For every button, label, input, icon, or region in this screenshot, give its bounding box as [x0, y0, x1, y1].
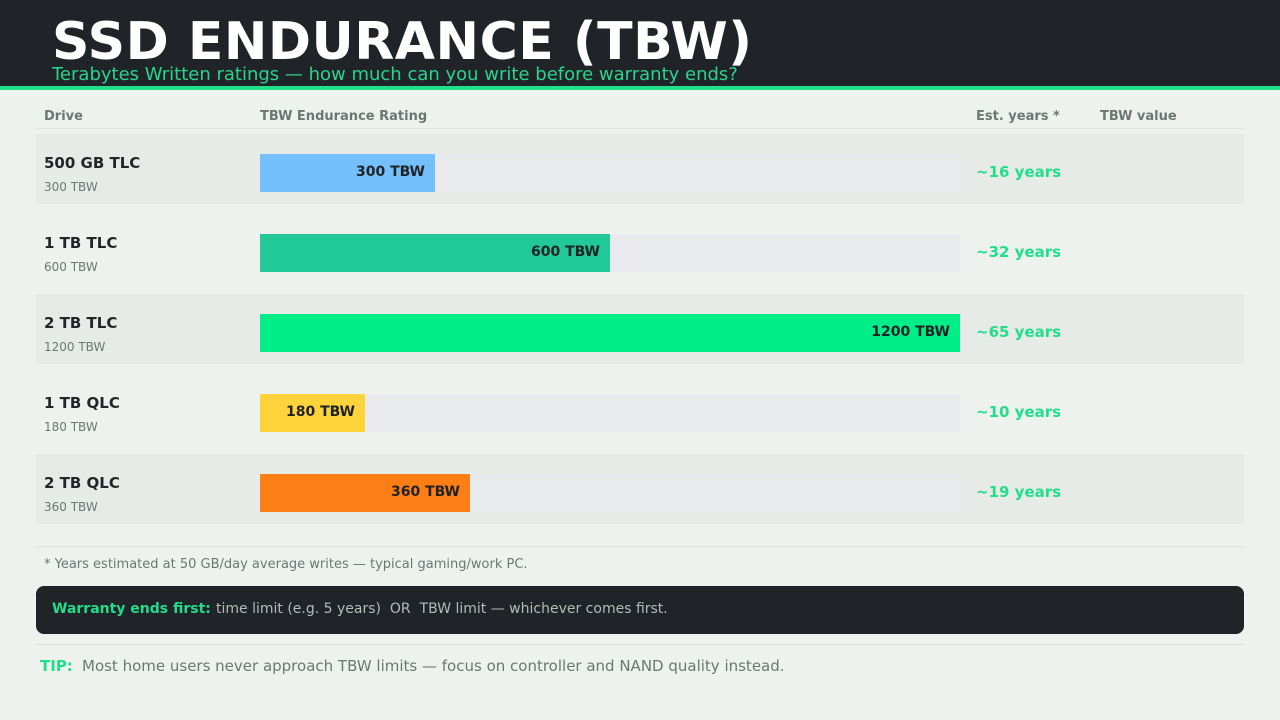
drive-name: 1 TB QLC: [44, 394, 120, 412]
chart-row: 500 GB TLC 300 TBW 300 TBW ~16 years: [36, 134, 1244, 214]
years-estimate: ~65 years: [976, 323, 1062, 341]
chart-row: 2 TB TLC 1200 TBW 1200 TBW ~65 years: [36, 294, 1244, 374]
drive-tbw-sublabel: 600 TBW: [44, 260, 98, 274]
header-divider: [36, 128, 1244, 129]
drive-tbw-sublabel: 1200 TBW: [44, 340, 106, 354]
chart-row: 1 TB QLC 180 TBW 180 TBW ~10 years: [36, 374, 1244, 454]
bar-track: 300 TBW: [260, 154, 960, 192]
bar-track: 1200 TBW: [260, 314, 960, 352]
bar-value-label: 600 TBW: [531, 244, 600, 260]
header-accent-rule: [0, 86, 1280, 90]
bar: 360 TBW: [260, 474, 470, 512]
chart-row: 1 TB TLC 600 TBW 600 TBW ~32 years: [36, 214, 1244, 294]
bar: 180 TBW: [260, 394, 365, 432]
bar-track: 180 TBW: [260, 394, 960, 432]
column-header-years: Est. years *: [976, 109, 1060, 124]
bar-value-label: 1200 TBW: [871, 324, 950, 340]
years-estimate: ~10 years: [976, 403, 1062, 421]
drive-name: 1 TB TLC: [44, 234, 118, 252]
column-header-rating: TBW Endurance Rating: [260, 109, 428, 124]
footer-divider: [36, 546, 1244, 547]
years-estimate: ~19 years: [976, 483, 1062, 501]
drive-name: 500 GB TLC: [44, 154, 141, 172]
bar: 600 TBW: [260, 234, 610, 272]
tip-text: Most home users never approach TBW limit…: [82, 657, 785, 675]
drive-name: 2 TB TLC: [44, 314, 118, 332]
column-header-value: TBW value: [1100, 109, 1177, 124]
tip-divider: [36, 644, 1244, 645]
bar-value-label: 300 TBW: [356, 164, 425, 180]
header-bar: SSD ENDURANCE (TBW) Terabytes Written ra…: [0, 0, 1280, 86]
drive-name: 2 TB QLC: [44, 474, 120, 492]
bar: 1200 TBW: [260, 314, 960, 352]
chart-row: 2 TB QLC 360 TBW 360 TBW ~19 years: [36, 454, 1244, 534]
bar-value-label: 360 TBW: [391, 484, 460, 500]
endurance-chart: 500 GB TLC 300 TBW 300 TBW ~16 years 1 TB TL…: [36, 134, 1244, 534]
years-estimate: ~32 years: [976, 243, 1062, 261]
warranty-label: Warranty ends first:: [52, 601, 211, 617]
page-subtitle: Terabytes Written ratings — how much can…: [52, 64, 738, 85]
drive-tbw-sublabel: 180 TBW: [44, 420, 98, 434]
drive-tbw-sublabel: 300 TBW: [44, 180, 98, 194]
bar-value-label: 180 TBW: [286, 404, 355, 420]
warranty-callout: Warranty ends first: time limit (e.g. 5 …: [36, 586, 1244, 634]
page-title: SSD ENDURANCE (TBW): [52, 12, 753, 72]
footnote: * Years estimated at 50 GB/day average w…: [44, 557, 528, 572]
warranty-text: time limit (e.g. 5 years) OR TBW limit —…: [216, 601, 668, 617]
column-header-drive: Drive: [44, 109, 83, 124]
tip-label: TIP:: [40, 657, 73, 675]
years-estimate: ~16 years: [976, 163, 1062, 181]
drive-tbw-sublabel: 360 TBW: [44, 500, 98, 514]
bar: 300 TBW: [260, 154, 435, 192]
bar-track: 360 TBW: [260, 474, 960, 512]
bar-track: 600 TBW: [260, 234, 960, 272]
